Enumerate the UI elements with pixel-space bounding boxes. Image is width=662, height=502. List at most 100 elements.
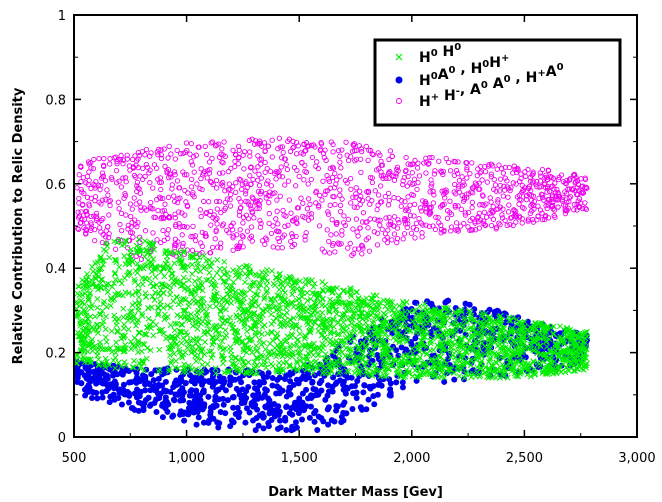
point-green-x bbox=[218, 301, 225, 308]
point-green-x bbox=[322, 351, 329, 358]
point-green-x bbox=[129, 291, 136, 298]
point-green-x bbox=[337, 337, 344, 344]
point-green-x bbox=[264, 287, 271, 294]
point-magenta-circle bbox=[184, 147, 190, 154]
point-green-x bbox=[97, 339, 103, 346]
point-magenta-circle bbox=[580, 205, 586, 212]
point-green-x bbox=[347, 333, 354, 340]
point-magenta-circle bbox=[130, 164, 136, 170]
point-blue-dot bbox=[250, 417, 257, 424]
point-magenta-circle bbox=[378, 173, 384, 179]
point-green-x bbox=[519, 320, 526, 326]
point-green-x bbox=[466, 371, 473, 378]
point-magenta-circle bbox=[188, 176, 195, 183]
point-green-x bbox=[304, 289, 311, 296]
point-green-x bbox=[227, 314, 234, 321]
point-green-x bbox=[240, 359, 247, 366]
point-green-x bbox=[293, 323, 300, 330]
point-magenta-circle bbox=[308, 176, 314, 183]
point-magenta-circle bbox=[538, 173, 544, 179]
point-green-x bbox=[206, 326, 213, 333]
point-magenta-circle bbox=[153, 165, 160, 171]
point-green-x bbox=[107, 345, 114, 352]
point-magenta-circle bbox=[218, 209, 224, 216]
point-magenta-circle bbox=[193, 152, 199, 158]
point-magenta-circle bbox=[395, 168, 401, 174]
point-green-x bbox=[273, 366, 280, 373]
point-green-x bbox=[320, 288, 327, 295]
point-blue-dot bbox=[312, 408, 319, 415]
point-magenta-circle bbox=[384, 239, 391, 246]
point-magenta-circle bbox=[328, 232, 334, 238]
point-magenta-circle bbox=[116, 206, 122, 212]
point-green-x bbox=[568, 348, 575, 355]
point-green-x bbox=[486, 366, 493, 373]
point-magenta-circle bbox=[281, 232, 287, 238]
point-green-x bbox=[106, 254, 113, 261]
point-green-x bbox=[403, 299, 410, 306]
point-green-x bbox=[445, 327, 452, 334]
point-magenta-circle bbox=[229, 184, 236, 190]
point-green-x bbox=[310, 283, 317, 290]
point-magenta-circle bbox=[530, 169, 536, 175]
point-green-x bbox=[237, 368, 244, 375]
point-green-x bbox=[457, 366, 464, 373]
point-green-x bbox=[199, 346, 206, 352]
point-magenta-circle bbox=[537, 178, 544, 184]
point-green-x bbox=[319, 302, 325, 309]
point-magenta-circle bbox=[469, 199, 475, 206]
point-blue-dot bbox=[324, 392, 331, 399]
point-green-x bbox=[246, 369, 252, 376]
point-green-x bbox=[432, 329, 439, 336]
point-green-x bbox=[517, 340, 524, 347]
point-green-x bbox=[525, 333, 532, 340]
point-green-x bbox=[135, 294, 142, 301]
point-green-x bbox=[355, 295, 362, 302]
point-green-x bbox=[155, 311, 161, 318]
point-green-x bbox=[143, 246, 150, 253]
point-magenta-circle bbox=[394, 239, 400, 246]
point-green-x bbox=[487, 357, 494, 363]
point-blue-dot bbox=[344, 374, 351, 381]
point-blue-dot bbox=[138, 400, 145, 407]
point-green-x bbox=[167, 291, 174, 298]
point-magenta-circle bbox=[220, 170, 226, 176]
point-green-x bbox=[157, 298, 164, 305]
point-magenta-circle bbox=[438, 226, 445, 233]
point-magenta-circle bbox=[452, 191, 459, 197]
point-magenta-circle bbox=[566, 186, 572, 192]
point-magenta-circle bbox=[383, 175, 389, 182]
point-blue-dot bbox=[164, 408, 171, 415]
point-green-x bbox=[79, 299, 86, 306]
point-green-x bbox=[135, 236, 142, 243]
point-blue-dot bbox=[260, 414, 267, 421]
point-green-x bbox=[173, 294, 180, 301]
point-magenta-circle bbox=[545, 215, 552, 221]
point-blue-dot bbox=[241, 392, 248, 399]
point-green-x bbox=[268, 297, 275, 303]
point-magenta-circle bbox=[333, 231, 339, 237]
point-magenta-circle bbox=[80, 174, 87, 181]
point-green-x bbox=[458, 307, 465, 313]
point-magenta-circle bbox=[227, 203, 234, 209]
point-magenta-circle bbox=[365, 157, 371, 164]
series-2-points bbox=[74, 135, 590, 262]
point-blue-dot bbox=[220, 401, 227, 408]
point-magenta-circle bbox=[447, 198, 453, 204]
point-green-x bbox=[414, 318, 421, 325]
point-magenta-circle bbox=[550, 199, 556, 206]
point-blue-dot bbox=[196, 373, 203, 380]
point-magenta-circle bbox=[348, 175, 354, 182]
point-magenta-circle bbox=[137, 199, 143, 205]
point-magenta-circle bbox=[352, 158, 358, 164]
point-magenta-circle bbox=[158, 147, 164, 153]
point-blue-dot bbox=[282, 417, 289, 424]
point-green-x bbox=[389, 346, 395, 353]
point-green-x bbox=[187, 363, 194, 370]
point-magenta-circle bbox=[212, 236, 218, 242]
point-magenta-circle bbox=[208, 140, 214, 146]
point-green-x bbox=[268, 328, 275, 335]
point-blue-dot bbox=[361, 382, 368, 389]
point-magenta-circle bbox=[337, 192, 343, 198]
point-magenta-circle bbox=[441, 191, 447, 197]
